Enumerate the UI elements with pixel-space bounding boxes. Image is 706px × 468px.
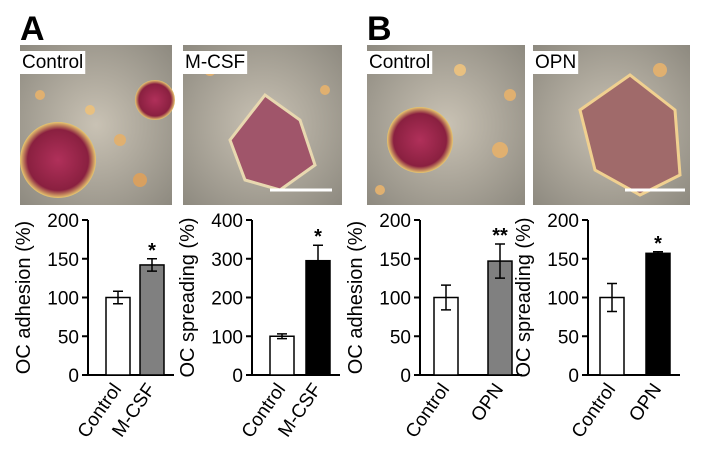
bar [645, 252, 671, 376]
error-bar [441, 284, 451, 311]
y-axis-label: OC adhesion (%) [345, 221, 367, 374]
y-tick-label: 100 [211, 327, 243, 348]
panel-label: B [367, 10, 392, 48]
y-tick-label: 100 [47, 289, 79, 310]
image-label: Control [369, 52, 430, 73]
image-label-box [533, 51, 579, 74]
y-tick-label: 100 [547, 289, 579, 310]
y-tick-label: 300 [211, 250, 243, 271]
x-tick-label: Control [402, 380, 454, 442]
y-tick-label: 0 [232, 366, 243, 387]
y-tick-label: 0 [68, 366, 79, 387]
error-bar [113, 290, 123, 305]
error-bar [607, 282, 617, 313]
image-label: M-CSF [185, 52, 245, 73]
significance: * [314, 226, 322, 248]
y-tick-label: 50 [558, 327, 579, 348]
image-label-box [20, 51, 86, 74]
image-label-box [367, 51, 433, 74]
y-tick-label: 200 [547, 211, 579, 232]
y-tick-label: 150 [47, 250, 79, 271]
y-tick-label: 200 [47, 211, 79, 232]
y-tick-label: 100 [379, 289, 411, 310]
y-axis-label: OC spreading (%) [177, 217, 199, 377]
bar [305, 259, 331, 376]
panel-label: A [20, 10, 45, 48]
image-label: OPN [535, 52, 576, 73]
y-axis-label: OC adhesion (%) [13, 221, 35, 374]
y-tick-label: 50 [390, 327, 411, 348]
image-label-box [183, 51, 248, 74]
y-tick-label: 0 [400, 366, 411, 387]
significance: * [654, 233, 662, 255]
x-tick-label: Control [568, 380, 620, 442]
error-bar [653, 251, 663, 256]
bar [105, 296, 131, 376]
x-tick-label: OPN [467, 380, 508, 426]
bar [139, 264, 165, 376]
significance: ** [492, 225, 508, 247]
error-bar [147, 258, 157, 272]
image-label: Control [22, 52, 83, 73]
significance: * [148, 240, 156, 262]
y-tick-label: 0 [568, 366, 579, 387]
y-tick-label: 200 [211, 289, 243, 310]
y-tick-label: 50 [58, 327, 79, 348]
y-axis-label: OC spreading (%) [513, 217, 535, 377]
bar [269, 335, 295, 376]
y-tick-label: 400 [211, 211, 243, 232]
y-tick-label: 150 [379, 250, 411, 271]
x-tick-label: OPN [625, 380, 666, 426]
error-bar [495, 243, 505, 279]
micrograph [20, 45, 175, 205]
bar [487, 260, 513, 376]
error-bar [313, 244, 323, 277]
y-tick-label: 200 [379, 211, 411, 232]
y-tick-label: 150 [547, 250, 579, 271]
error-bar [277, 333, 287, 340]
